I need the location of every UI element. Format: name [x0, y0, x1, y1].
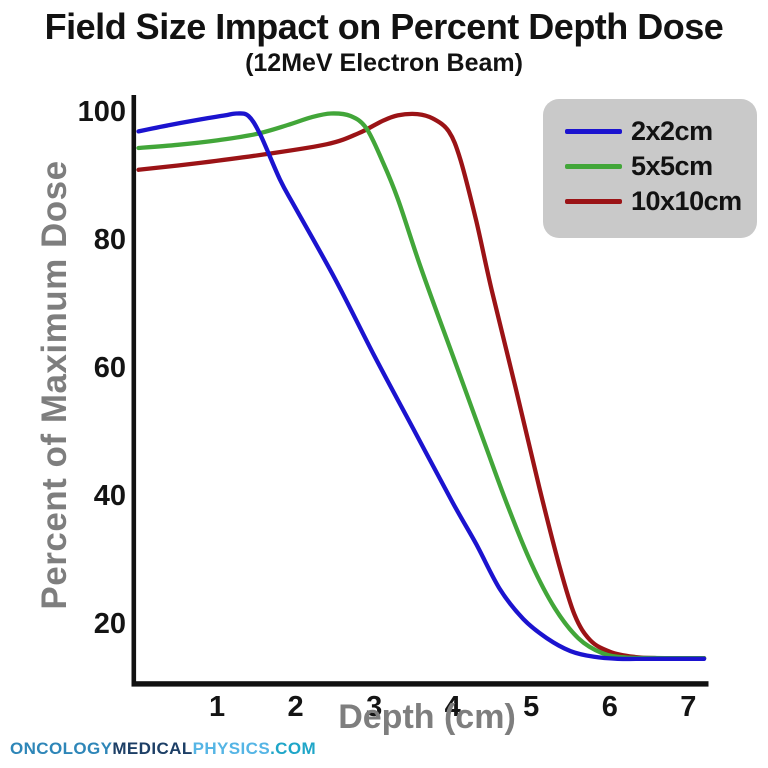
legend-label: 2x2cm	[631, 116, 713, 146]
series-line-5x5cm	[136, 111, 707, 661]
y-tick-label-40: 40	[93, 480, 126, 513]
legend-line-icon	[565, 129, 622, 134]
x-axis-label: Depth (cm)	[338, 698, 516, 736]
y-tick-label-20: 20	[93, 608, 126, 641]
y-tick-label-100: 100	[77, 96, 126, 129]
watermark-part: PHYSICS	[192, 739, 271, 758]
legend-row-5x5cm: 5x5cm	[565, 149, 757, 184]
legend: 2x2cm 5x5cm 10x10cm	[543, 99, 757, 238]
chart-title: Field Size Impact on Percent Depth Dose	[44, 6, 724, 47]
axis-spine	[131, 95, 137, 687]
x-tick-label-4: 4	[444, 691, 461, 723]
series-line-10x10cm	[136, 111, 707, 661]
x-tick-label-5: 5	[523, 691, 540, 723]
watermark: ONCOLOGYMEDICALPHYSICS.COM	[10, 739, 316, 759]
series-line-2x2cm	[136, 111, 707, 662]
x-tick-label-1: 1	[208, 691, 226, 723]
watermark-part: MEDICAL	[112, 739, 193, 758]
axis-spine	[131, 681, 709, 687]
legend-line-icon	[565, 164, 622, 169]
x-tick-label-2: 2	[287, 691, 304, 723]
x-tick-label-3: 3	[366, 691, 383, 723]
y-tick-label-80: 80	[93, 224, 126, 257]
legend-label: 5x5cm	[631, 151, 713, 181]
y-tick-label-60: 60	[93, 352, 126, 385]
legend-label: 10x10cm	[631, 186, 742, 216]
legend-row-2x2cm: 2x2cm	[565, 114, 757, 149]
x-tick-label-6: 6	[601, 691, 618, 723]
legend-row-10x10cm: 10x10cm	[565, 184, 757, 219]
legend-line-icon	[565, 199, 622, 204]
chart-subtitle: (12MeV Electron Beam)	[245, 49, 523, 77]
watermark-part: .COM	[270, 739, 317, 758]
x-tick-label-7: 7	[680, 691, 697, 723]
watermark-part: ONCOLOGY	[10, 739, 113, 758]
